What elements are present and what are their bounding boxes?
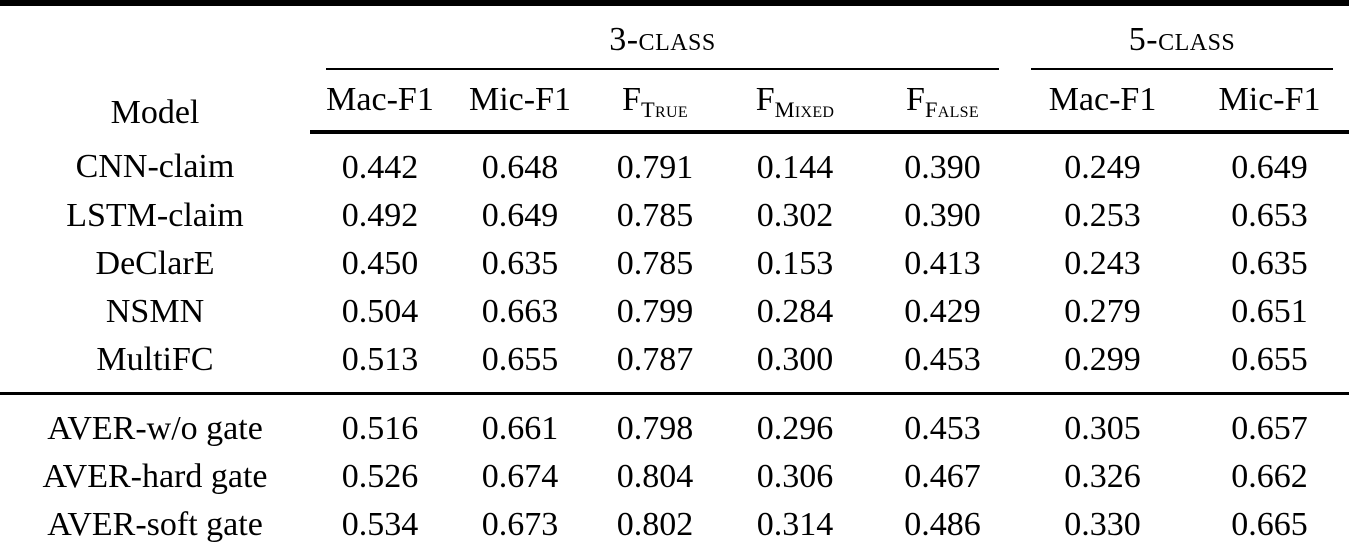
col-header-macf1-5class: Mac-F1 — [1015, 70, 1191, 134]
group-header-5class: 5-class — [1015, 3, 1349, 70]
cell: 0.492 — [341, 197, 419, 234]
model-name: AVER-hard gate — [42, 458, 268, 495]
cell: 0.785 — [616, 197, 694, 234]
cell: 0.249 — [1064, 149, 1141, 186]
cell: 0.635 — [481, 245, 559, 282]
group-5class-rule: 5-class — [1031, 21, 1334, 70]
cell: 0.526 — [341, 458, 419, 495]
cell: 0.302 — [756, 197, 834, 234]
cell: 0.504 — [341, 293, 419, 330]
cell-best: 0.314 — [756, 506, 834, 543]
cell: 0.243 — [1064, 245, 1141, 282]
group-header-row: Model 3-class 5-class — [0, 3, 1349, 131]
cell: 0.390 — [904, 149, 981, 186]
group-header-3class: 3-class — [310, 3, 1015, 70]
cell: 0.144 — [756, 149, 834, 186]
cell: 0.651 — [1231, 293, 1308, 330]
col-header-macf1-3class: Mac-F1 — [310, 70, 450, 134]
f-false-main: F — [906, 81, 925, 118]
cell: 0.453 — [904, 341, 981, 378]
cell: 0.450 — [341, 245, 419, 282]
cell: 0.326 — [1064, 458, 1141, 495]
cell: 0.296 — [720, 392, 870, 453]
table-header: Model 3-class 5-class Mac-F1 Mic-F1 FTru… — [0, 3, 1349, 134]
table-row-nsmn: NSMN 0.504 0.663 0.799 0.284 0.429 0.279… — [0, 288, 1349, 336]
table-row-cnn-claim: CNN-claim 0.442 0.648 0.791 0.144 0.390 … — [0, 132, 1349, 192]
cell: 0.649 — [481, 197, 559, 234]
f-mixed-main: F — [755, 81, 775, 118]
model-name: MultiFC — [96, 341, 214, 378]
cell: 0.787 — [616, 341, 694, 378]
cell: 0.305 — [1015, 392, 1191, 453]
cell-best: 0.486 — [904, 506, 981, 543]
cell: 0.673 — [481, 506, 559, 543]
cell: 0.662 — [1231, 458, 1308, 495]
model-name: AVER-soft gate — [47, 506, 263, 543]
cell-best: 0.665 — [1231, 506, 1308, 543]
group-5class-label: 5-class — [1128, 21, 1236, 58]
group-3class-rule: 3-class — [326, 21, 1000, 70]
col-header-f-false: FFalse — [870, 70, 1016, 134]
table-row-aver-soft-gate: AVER-soft gate 0.534 0.673 0.802 0.314 0… — [0, 501, 1349, 550]
f-true-sub: True — [641, 97, 688, 123]
group-3class-label: 3-class — [609, 21, 716, 58]
model-name: CNN-claim — [75, 148, 235, 185]
col-header-f-mixed: FMixed — [720, 70, 870, 134]
cell: 0.655 — [481, 341, 559, 378]
model-name: AVER-w/o gate — [0, 392, 310, 453]
cell: 0.390 — [904, 197, 981, 234]
cell: 0.279 — [1064, 293, 1141, 330]
cell: 0.306 — [756, 458, 834, 495]
cell: 0.284 — [756, 293, 834, 330]
cell: 0.791 — [616, 149, 694, 186]
cell: 0.299 — [1064, 341, 1141, 378]
corner-header-model: Model — [110, 94, 200, 131]
f-false-sub: False — [924, 97, 979, 123]
cell: 0.799 — [616, 293, 694, 330]
cell: 0.516 — [310, 392, 450, 453]
cell: 0.655 — [1231, 341, 1308, 378]
cell: 0.453 — [870, 392, 1016, 453]
cell: 0.657 — [1190, 392, 1349, 453]
model-name: DeClarE — [95, 245, 215, 282]
cell: 0.798 — [590, 392, 720, 453]
col-header-micf1-3class: Mic-F1 — [450, 70, 590, 134]
cell-best: 0.674 — [481, 458, 559, 495]
table-row-aver-hard-gate: AVER-hard gate 0.526 0.674 0.804 0.306 0… — [0, 453, 1349, 501]
col-header-micf1-5class: Mic-F1 — [1190, 70, 1349, 134]
cell: 0.635 — [1231, 245, 1308, 282]
cell: 0.663 — [481, 293, 559, 330]
cell-best: 0.534 — [341, 506, 419, 543]
cell: 0.253 — [1064, 197, 1141, 234]
cell: 0.653 — [1231, 197, 1308, 234]
table-body: CNN-claim 0.442 0.648 0.791 0.144 0.390 … — [0, 132, 1349, 550]
f-mixed-sub: Mixed — [774, 97, 835, 123]
cell: 0.648 — [481, 149, 559, 186]
cell: 0.802 — [616, 506, 694, 543]
cell: 0.467 — [904, 458, 981, 495]
cell-best: 0.804 — [616, 458, 694, 495]
cell: 0.429 — [904, 293, 981, 330]
cell: 0.785 — [616, 245, 694, 282]
cell: 0.300 — [756, 341, 834, 378]
table-row-declare: DeClarE 0.450 0.635 0.785 0.153 0.413 0.… — [0, 240, 1349, 288]
table-row-multifc: MultiFC 0.513 0.655 0.787 0.300 0.453 0.… — [0, 336, 1349, 394]
table-row-lstm-claim: LSTM-claim 0.492 0.649 0.785 0.302 0.390… — [0, 192, 1349, 240]
column-header-row: Mac-F1 Mic-F1 FTrue FMixed FFalse Mac-F1… — [0, 70, 1349, 134]
model-name: LSTM-claim — [66, 197, 244, 234]
cell: 0.153 — [756, 245, 834, 282]
model-name: NSMN — [105, 293, 205, 330]
cell: 0.442 — [341, 149, 419, 186]
cell-best: 0.330 — [1064, 506, 1141, 543]
table-row-aver-wo-gate: AVER-w/o gate 0.516 0.661 0.798 0.296 0.… — [0, 392, 1349, 453]
cell: 0.513 — [341, 341, 419, 378]
cell: 0.661 — [450, 392, 590, 453]
cell: 0.649 — [1231, 149, 1308, 186]
col-header-f-true: FTrue — [590, 70, 720, 134]
f-true-main: F — [622, 81, 641, 118]
cell: 0.413 — [904, 245, 981, 282]
